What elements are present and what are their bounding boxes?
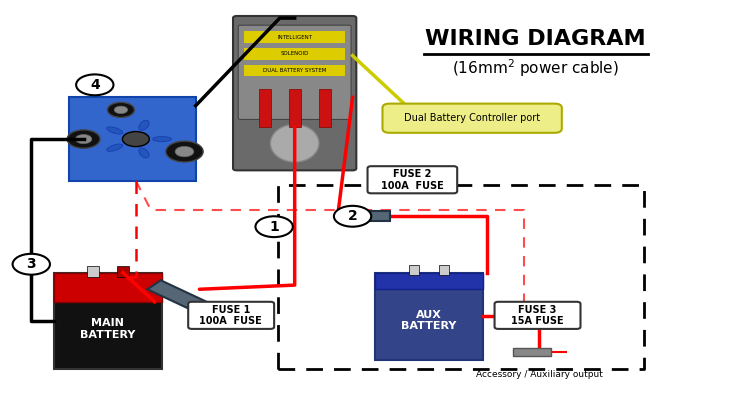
FancyBboxPatch shape [233,16,356,171]
Circle shape [75,134,92,144]
Bar [54,273,162,302]
Ellipse shape [106,127,123,134]
FancyBboxPatch shape [238,25,351,119]
Text: (16mm$^2$ power cable): (16mm$^2$ power cable) [452,57,619,79]
FancyBboxPatch shape [382,104,562,133]
Bar [439,265,449,275]
Bar [409,265,419,275]
Text: FUSE 2
100A  FUSE: FUSE 2 100A FUSE [381,169,444,191]
Circle shape [76,74,113,95]
Text: FUSE 1
100A  FUSE: FUSE 1 100A FUSE [200,304,262,326]
Circle shape [175,147,194,157]
Polygon shape [147,280,206,311]
Text: FUSE 3
15A FUSE: FUSE 3 15A FUSE [511,304,563,326]
Ellipse shape [153,136,172,142]
FancyBboxPatch shape [244,32,345,43]
FancyBboxPatch shape [494,302,580,329]
Text: INTELLIGENT: INTELLIGENT [278,35,312,40]
Bar [289,89,301,126]
Polygon shape [338,211,390,221]
Bar [319,89,331,126]
Text: 1: 1 [269,220,279,234]
Bar [259,89,271,126]
Text: Accessory / Auxiliary output: Accessory / Auxiliary output [476,370,603,379]
Circle shape [122,131,149,147]
Ellipse shape [139,120,149,130]
Circle shape [334,206,371,227]
Circle shape [114,106,128,114]
FancyBboxPatch shape [244,48,345,60]
Text: AUX
BATTERY: AUX BATTERY [401,310,457,331]
Ellipse shape [139,148,149,158]
FancyBboxPatch shape [368,166,458,193]
Text: DUAL BATTERY SYSTEM: DUAL BATTERY SYSTEM [263,68,326,73]
Ellipse shape [271,124,319,162]
Bar [54,273,162,368]
Circle shape [166,141,203,162]
Bar [375,273,483,289]
Text: 2: 2 [348,209,358,223]
Ellipse shape [106,144,123,151]
Bar [87,266,99,277]
Text: 4: 4 [90,78,100,92]
Circle shape [107,102,134,117]
Circle shape [13,254,50,275]
Circle shape [68,130,100,148]
FancyBboxPatch shape [244,65,345,76]
Text: SOLENOID: SOLENOID [280,52,309,56]
Text: Dual Battery Controller port: Dual Battery Controller port [404,113,540,123]
Text: WIRING DIAGRAM: WIRING DIAGRAM [425,29,646,49]
Polygon shape [513,348,550,356]
Bar [375,273,483,360]
Bar [117,266,129,277]
Text: 3: 3 [26,257,36,271]
Circle shape [256,216,292,237]
Text: MAIN
BATTERY: MAIN BATTERY [80,318,136,340]
FancyBboxPatch shape [188,302,274,329]
Polygon shape [69,97,196,181]
